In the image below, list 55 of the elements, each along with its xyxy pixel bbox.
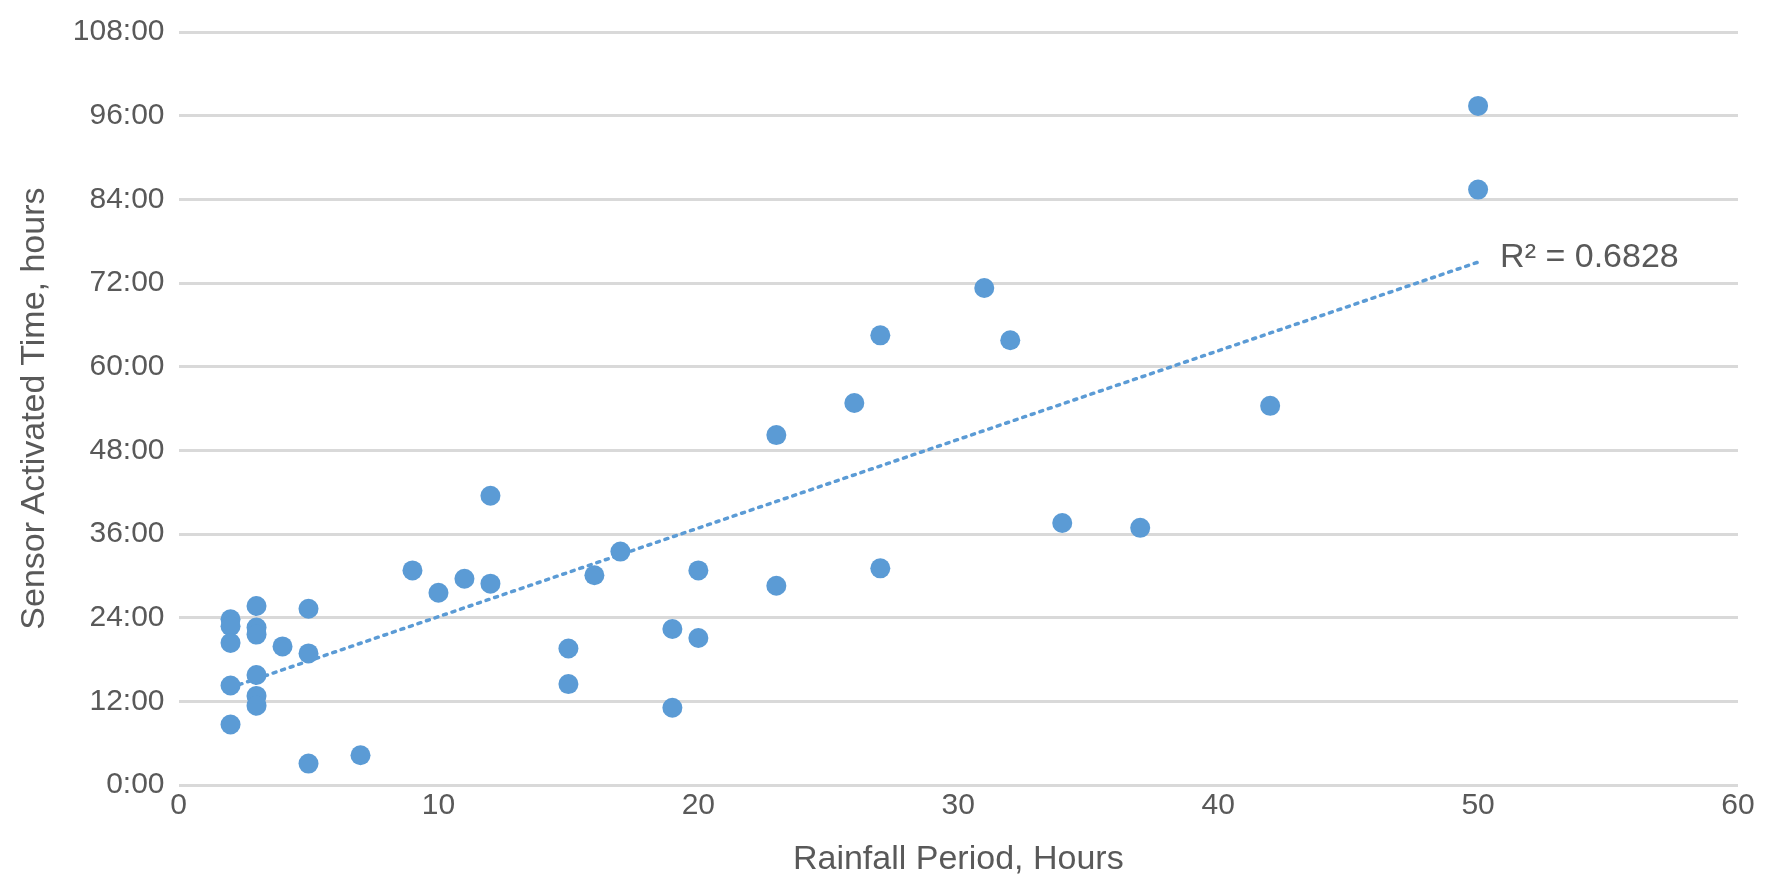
point [870,325,891,346]
x-axis-title: Rainfall Period, Hours [792,837,1124,876]
x-tick-label: 50 [1461,787,1495,821]
x-tick-label: 10 [421,787,456,821]
y-tick-label: 60:00 [89,348,165,382]
point [688,628,709,649]
point [402,560,423,581]
point [220,714,241,735]
point [662,618,683,639]
x-tick-label: 40 [1201,787,1235,821]
y-axis-title: Sensor Activated Time, hours [12,187,51,630]
point [610,541,631,562]
y-tick-label: 24:00 [89,599,165,633]
point [1468,95,1489,116]
point [220,632,241,653]
point [428,582,449,603]
point [350,745,371,766]
point [454,568,475,589]
point [246,665,267,686]
point [558,638,579,659]
point [974,277,995,298]
y-tick-label: 108:00 [72,13,165,47]
point [298,753,319,774]
y-tick-label: 0:00 [106,766,165,800]
point [480,573,501,594]
x-tick-label: 60 [1721,787,1755,821]
x-tick-label: 30 [941,787,975,821]
point [1052,512,1073,533]
point [220,675,241,696]
y-tick-label: 84:00 [89,180,165,214]
point [766,575,787,596]
point [766,425,787,446]
point [662,697,683,718]
point [1260,395,1281,416]
point [272,636,293,657]
x-tick-label: 20 [681,787,716,821]
point [688,560,709,581]
y-tick-label: 36:00 [89,515,165,549]
point [844,393,865,414]
point [298,643,319,664]
point [480,485,501,506]
point [1468,179,1489,200]
point [584,565,605,586]
annotation: R² = 0.6828 [1500,235,1679,274]
point [1130,517,1151,538]
point [246,595,267,616]
point [558,674,579,695]
point [298,598,319,619]
point [870,558,891,579]
point [1000,330,1021,351]
x-tick-label: 0 [170,787,187,821]
y-tick-label: 72:00 [89,264,165,298]
y-tick-label: 48:00 [89,431,165,465]
y-tick-label: 12:00 [89,682,165,716]
y-tick-label: 96:00 [89,96,165,130]
